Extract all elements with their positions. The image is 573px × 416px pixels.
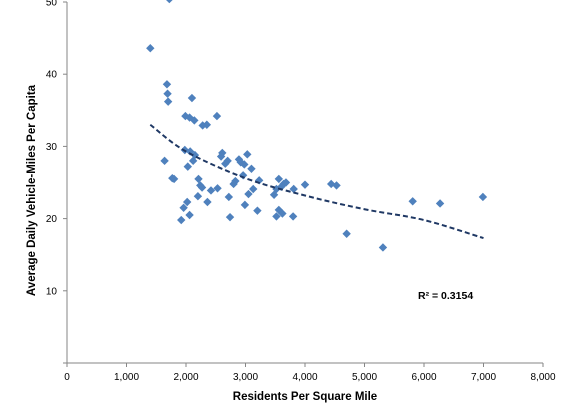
trendline: [149, 123, 484, 240]
data-points-group: [146, 0, 488, 252]
data-point: [244, 189, 253, 199]
data-point: [212, 111, 222, 121]
data-point: [177, 215, 186, 225]
data-point: [243, 150, 252, 159]
data-point: [187, 93, 197, 103]
axes-group: [63, 1, 544, 367]
data-point: [223, 156, 232, 166]
y-tick-label: 10: [46, 286, 58, 297]
y-tick-label: 20: [46, 214, 58, 225]
data-point: [274, 174, 284, 184]
data-point: [218, 148, 227, 158]
data-point: [278, 209, 287, 218]
data-point: [224, 192, 234, 202]
data-point: [169, 174, 179, 184]
data-point: [281, 178, 291, 187]
data-point: [194, 174, 203, 184]
data-point: [163, 89, 172, 98]
data-point: [288, 212, 298, 221]
y-tick-label: 30: [46, 142, 58, 153]
data-point: [378, 243, 388, 252]
x-tick-label: 2,000: [173, 372, 198, 383]
data-point: [182, 197, 192, 207]
data-point: [160, 156, 169, 166]
data-point: [183, 162, 192, 171]
data-point: [408, 197, 417, 206]
x-tick-label: 6,000: [411, 372, 436, 383]
data-point: [240, 160, 249, 169]
data-point: [202, 120, 212, 129]
x-axis-title: Residents Per Square Mile: [233, 391, 377, 403]
data-point: [181, 111, 190, 121]
x-tick-label: 3,000: [233, 372, 258, 383]
data-point: [188, 156, 198, 166]
data-point: [203, 197, 212, 207]
data-point: [163, 97, 173, 106]
data-point: [478, 192, 488, 202]
data-point: [269, 190, 279, 199]
data-point: [249, 184, 258, 194]
data-point: [179, 203, 188, 212]
trendline-group: [149, 123, 484, 240]
data-point: [206, 186, 216, 195]
x-tick-label: 8,000: [530, 372, 555, 383]
data-point: [300, 180, 310, 189]
data-point: [247, 164, 256, 173]
x-tick-label: 4,000: [292, 372, 317, 383]
data-point: [185, 210, 194, 220]
data-point: [193, 192, 203, 201]
data-point: [272, 212, 281, 221]
y-tick-label: 50: [46, 0, 58, 9]
data-point: [289, 184, 298, 194]
data-point: [162, 80, 172, 89]
data-point: [225, 212, 235, 222]
x-tick-label: 7,000: [471, 372, 496, 383]
data-point: [197, 183, 207, 192]
y-tick-label: 40: [46, 70, 58, 81]
data-point: [229, 179, 238, 189]
data-point: [190, 116, 199, 125]
data-point: [166, 0, 173, 4]
data-point: [435, 199, 445, 208]
x-tick-label: 1,000: [114, 372, 139, 383]
data-point: [253, 206, 262, 215]
x-tick-label: 0: [64, 372, 70, 383]
data-point: [146, 44, 155, 53]
r-squared-annotation: R² = 0.3154: [418, 290, 473, 302]
data-point: [342, 229, 351, 238]
x-tick-label: 5,000: [352, 372, 377, 383]
data-point: [240, 200, 250, 210]
labels-group: 10 20 30 40 50 0 1,000 2,000 3,000 4,000 5,000 6,00…: [26, 0, 556, 403]
data-point: [213, 184, 222, 193]
data-point: [332, 181, 341, 190]
y-axis-title: Average Daily Vehicle-Miles Per Capita: [26, 84, 38, 296]
data-point: [198, 121, 207, 130]
data-point: [326, 179, 336, 189]
